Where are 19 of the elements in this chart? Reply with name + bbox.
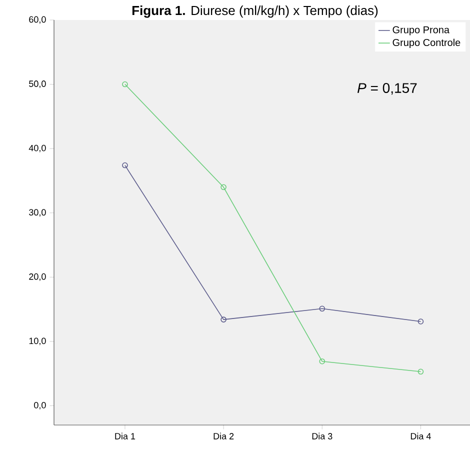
point [220, 316, 226, 322]
point [220, 184, 226, 190]
point [319, 306, 326, 312]
y-tick-label: 0,0 [34, 402, 46, 410]
legend-label: Grupo Controle [392, 38, 460, 48]
y-tick-label: 50,0 [29, 80, 46, 88]
x-tick-label: Dia 4 [410, 432, 431, 440]
chart-title: Figura 1. Diurese (ml/kg/h) x Tempo (dias) [132, 6, 378, 18]
y-tick-label: 40,0 [28, 144, 46, 152]
x-tick-label: Dia 2 [214, 432, 234, 440]
annotation: P = 0,157 [357, 83, 417, 95]
y-tick-label: 20,0 [29, 273, 46, 281]
x-tick-label: Dia 3 [312, 432, 332, 440]
point [319, 358, 326, 364]
x-tick-label: Dia 1 [115, 432, 136, 440]
legend-label: Grupo Prona [392, 26, 450, 36]
y-tick-label: 10,0 [29, 338, 46, 346]
y-tick-label: 30,0 [29, 209, 46, 217]
y-tick-label: 60,0 [29, 16, 46, 24]
